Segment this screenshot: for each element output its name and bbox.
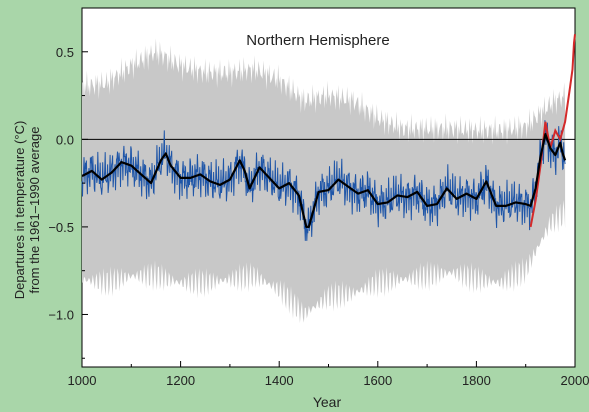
axes-group: 1000 1200 1400 1600 1800 2000 0.5 0.0 −0.5 −1.0 (48, 7, 589, 388)
x-tick-label: 1400 (265, 373, 294, 388)
smoothed-reconstruction-line (81, 133, 567, 228)
y-tick-label: 0.5 (56, 45, 74, 60)
y-axis-label-line-1: Departures in temperature (°C) (12, 121, 27, 300)
proxy-line-group (81, 120, 566, 241)
proxy-reconstruction-line (81, 120, 566, 241)
x-tick-label: 1800 (462, 373, 491, 388)
x-tick-label: 1200 (166, 373, 195, 388)
x-axis-label: Year (313, 394, 342, 410)
y-tick-label: −0.5 (48, 220, 74, 235)
x-tick-label: 1600 (363, 373, 392, 388)
instrumental-record-line (529, 34, 576, 228)
instrumental-line-group (529, 34, 576, 228)
y-tick-label: −1.0 (48, 307, 74, 322)
y-axis-label-line-2: from the 1961–1990 average (27, 127, 42, 294)
x-tick-label: 2000 (561, 373, 589, 388)
y-tick-label: 0.0 (56, 132, 74, 147)
smoothed-line-group (81, 133, 567, 228)
x-tick-label: 1000 (68, 373, 97, 388)
chart-title: Northern Hemisphere (246, 32, 389, 49)
y-axis-label: Departures in temperature (°C) from the … (12, 121, 42, 300)
